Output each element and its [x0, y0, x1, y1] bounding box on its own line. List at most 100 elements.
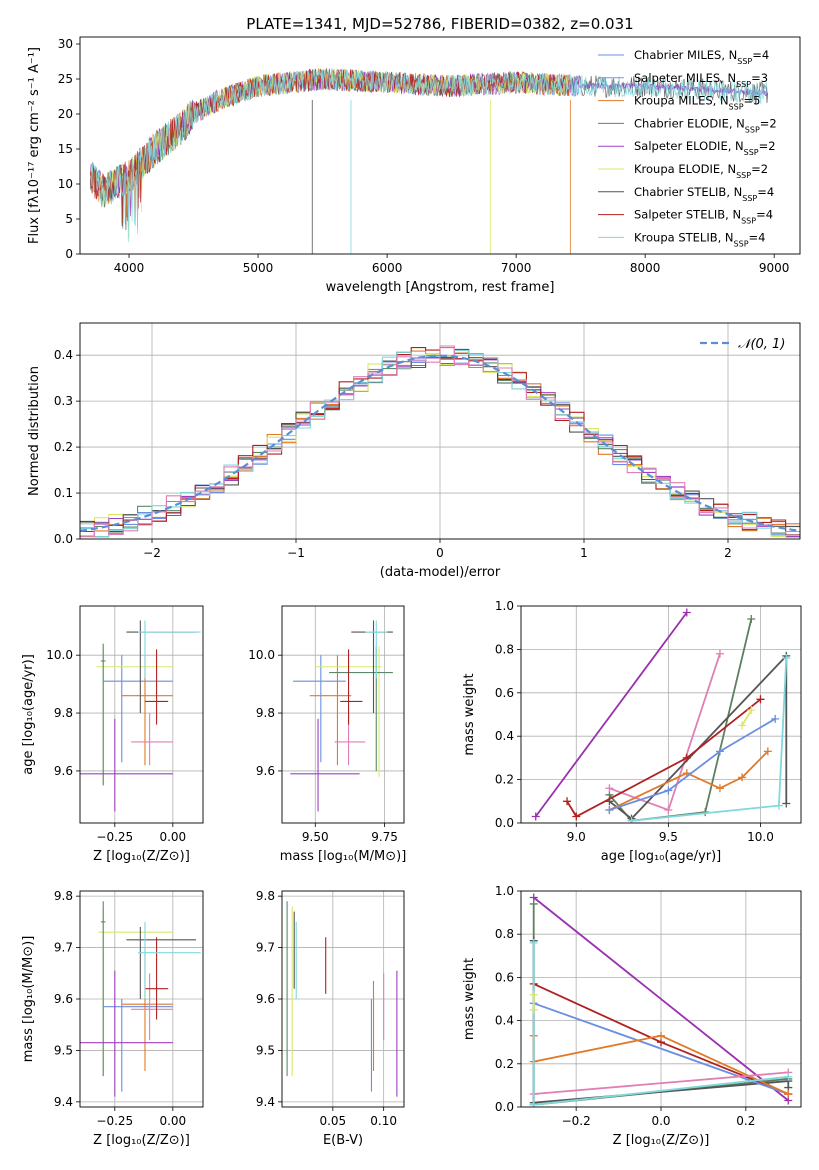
y-tick-label: 0.2 — [495, 1057, 514, 1071]
series-marker — [763, 747, 772, 756]
x-tick-label: 0.00 — [159, 1114, 186, 1128]
series-marker — [774, 801, 783, 810]
y-tick-label: 9.8 — [256, 889, 275, 903]
x-axis-label: (data-model)/error — [380, 565, 501, 580]
y-tick-label: 0.0 — [54, 532, 73, 546]
x-tick-label: 7000 — [501, 261, 532, 275]
x-tick-label: −0.2 — [562, 1114, 591, 1128]
y-tick-label: 10.0 — [46, 648, 73, 662]
series-marker — [529, 938, 538, 947]
series-marker — [529, 990, 538, 999]
legend-entry: Kroupa STELIB, NSSP=4 — [634, 230, 765, 248]
series-marker — [738, 773, 747, 782]
y-axis-label: mass weight — [462, 958, 477, 1040]
axes-frame — [79, 322, 801, 540]
series-line-purple — [533, 896, 789, 1102]
x-axis-label: wavelength [Angstrom, rest frame] — [326, 280, 555, 295]
plot-area — [80, 891, 203, 1107]
y-tick-label: 9.8 — [256, 706, 275, 720]
legend-entry: Chabrier ELODIE, NSSP=2 — [634, 116, 777, 133]
legend-entry: Chabrier MILES, NSSP=4 — [634, 48, 769, 66]
y-tick-label: 9.5 — [54, 1043, 73, 1057]
y-axis-label: Flux [fλ10⁻¹⁷ erg cm⁻² s⁻¹ A⁻¹] — [27, 47, 42, 244]
x-tick-label: 0.0 — [651, 1114, 670, 1128]
y-tick-label: 0.3 — [54, 394, 73, 408]
x-tick-label: 2 — [724, 546, 732, 560]
series-marker — [529, 1100, 538, 1107]
y-tick-label: 9.7 — [256, 941, 275, 955]
chart-age-weight: 9.0 9.5 10.0 0.0 0.2 0.4 0.6 0.8 1.0 age [log₁₀(a… — [462, 599, 802, 864]
gaussian-curve — [80, 354, 800, 532]
y-tick-label: 0.2 — [495, 773, 514, 787]
y-tick-label: 0.6 — [495, 686, 514, 700]
x-axis-label: Z [log₁₀(Z/Z⊙)] — [93, 849, 190, 864]
series-marker — [605, 784, 614, 793]
y-tick-label: 9.8 — [54, 889, 73, 903]
series-line-cm — [609, 718, 776, 811]
y-tick-label: 0.0 — [495, 816, 514, 830]
x-tick-label: −1 — [287, 546, 305, 560]
legend-entry: Salpeter STELIB, NSSP=4 — [634, 208, 773, 226]
chart-spectrum: 4000 5000 6000 7000 8000 9000 0 5 10 15 20 25 30 wave… — [27, 36, 801, 295]
x-tick-label: 9.50 — [302, 830, 329, 844]
figure-title: PLATE=1341, MJD=52786, FIBERID=0382, z=0… — [246, 15, 633, 33]
axes-frame — [520, 605, 802, 824]
series-marker — [529, 1005, 538, 1014]
series-marker — [756, 695, 765, 704]
y-axis-label: mass [log₁₀(M/M⊙)] — [21, 936, 36, 1063]
legend-entry: Salpeter MILES, NSSP=3 — [634, 71, 768, 89]
plot-area — [80, 606, 203, 823]
series-marker — [682, 753, 691, 762]
series-line-cm — [533, 1002, 789, 1095]
y-tick-label: 0.2 — [54, 440, 73, 454]
series-marker — [771, 714, 780, 723]
axes-frame — [281, 605, 405, 824]
plot-area — [80, 323, 800, 539]
x-tick-label: −0.25 — [96, 1114, 133, 1128]
y-tick-label: 9.6 — [54, 992, 73, 1006]
series-marker — [715, 784, 724, 793]
series-marker — [664, 805, 673, 814]
y-tick-label: 0.8 — [495, 642, 514, 656]
y-tick-label: 9.8 — [54, 706, 73, 720]
y-tick-label: 10 — [58, 177, 73, 191]
series-marker — [572, 812, 581, 821]
y-tick-label: 9.6 — [256, 764, 275, 778]
x-tick-label: 0.00 — [159, 830, 186, 844]
x-tick-label: 0.10 — [370, 1114, 397, 1128]
x-tick-label: 1 — [580, 546, 588, 560]
y-tick-label: 25 — [58, 72, 73, 86]
x-axis-label: mass [log₁₀(M/M⊙)] — [280, 849, 407, 864]
series-marker — [531, 812, 540, 821]
axes-frame — [281, 890, 405, 1108]
x-tick-label: 8000 — [630, 261, 661, 275]
axes-frame — [79, 890, 204, 1108]
x-tick-label: 9.0 — [567, 830, 586, 844]
y-tick-label: 0.8 — [495, 927, 514, 941]
axes-frame — [79, 605, 204, 824]
series-line-ss — [566, 698, 762, 818]
plot-area — [521, 606, 801, 823]
chart-Z-mass: −0.25 0.00 9.4 9.5 9.6 9.7 9.8 Z [log₁₀(Z/Z⊙)] m… — [21, 889, 204, 1148]
legend-entry: Kroupa MILES, NSSP=5 — [634, 94, 760, 112]
chart-mass-age: 9.50 9.75 9.6 9.8 10.0 mass [log₁₀(M/M⊙)] — [248, 605, 407, 864]
y-tick-label: 9.6 — [54, 764, 73, 778]
series-marker — [784, 1090, 793, 1099]
series-marker — [627, 816, 636, 823]
plot-area — [89, 68, 769, 254]
y-tick-label: 9.5 — [256, 1043, 275, 1057]
x-tick-label: −2 — [143, 546, 161, 560]
series-marker — [529, 899, 538, 908]
spectrum-line-ss — [89, 68, 571, 227]
y-tick-label: 0.0 — [495, 1100, 514, 1114]
y-tick-label: 10.0 — [248, 648, 275, 662]
series-marker — [715, 649, 724, 658]
y-tick-label: 9.6 — [256, 992, 275, 1006]
x-axis-label: age [log₁₀(age/yr)] — [601, 849, 722, 864]
hist-step-pink — [80, 345, 800, 538]
y-axis-label: age [log₁₀(age/yr)] — [21, 654, 36, 775]
axes-frame — [79, 36, 801, 255]
y-tick-label: 9.4 — [256, 1095, 275, 1109]
chart-Z-weight: −0.2 0.0 0.2 0.0 0.2 0.4 0.6 0.8 1.0 Z [log₁₀(Z/Z… — [462, 884, 802, 1148]
axes-frame — [520, 890, 802, 1108]
